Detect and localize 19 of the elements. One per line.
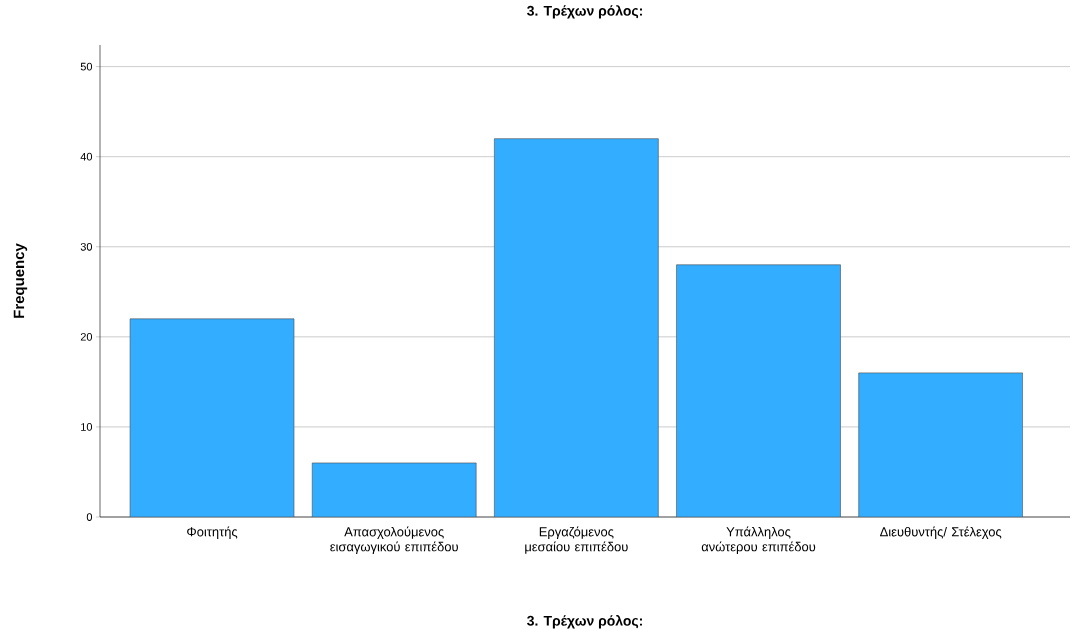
- y-tick-label: 20: [80, 332, 93, 341]
- y-tick-label: 0: [86, 513, 93, 521]
- x-tick-label: Υπάλληλος ανώτερου επιπέδου: [701, 526, 816, 554]
- x-tick-label: Εργαζόμενος μεσαίου επιπέδου: [525, 526, 628, 554]
- x-tick-label: Απασχολούμενος εισαγωγικού επιπέδου: [330, 526, 458, 554]
- y-tick-label: 30: [80, 242, 93, 251]
- y-axis-title: Frequency: [13, 243, 28, 318]
- bar: [676, 264, 841, 517]
- y-tick-label: 10: [81, 423, 93, 431]
- y-tick-label: 40: [80, 152, 93, 161]
- x-axis-title: 3. Τρέχων ρόλος:: [527, 615, 642, 629]
- bar: [858, 372, 1023, 517]
- bar: [494, 138, 659, 517]
- x-tick-label: Φοιτητής: [187, 526, 238, 539]
- bar: [311, 462, 477, 517]
- bar: [129, 318, 295, 517]
- chart-title: 3. Τρέχων ρόλος:: [527, 5, 642, 19]
- x-tick-label: Διευθυντής/ Στέλεχος: [880, 526, 1002, 539]
- y-tick-label: 50: [80, 62, 93, 71]
